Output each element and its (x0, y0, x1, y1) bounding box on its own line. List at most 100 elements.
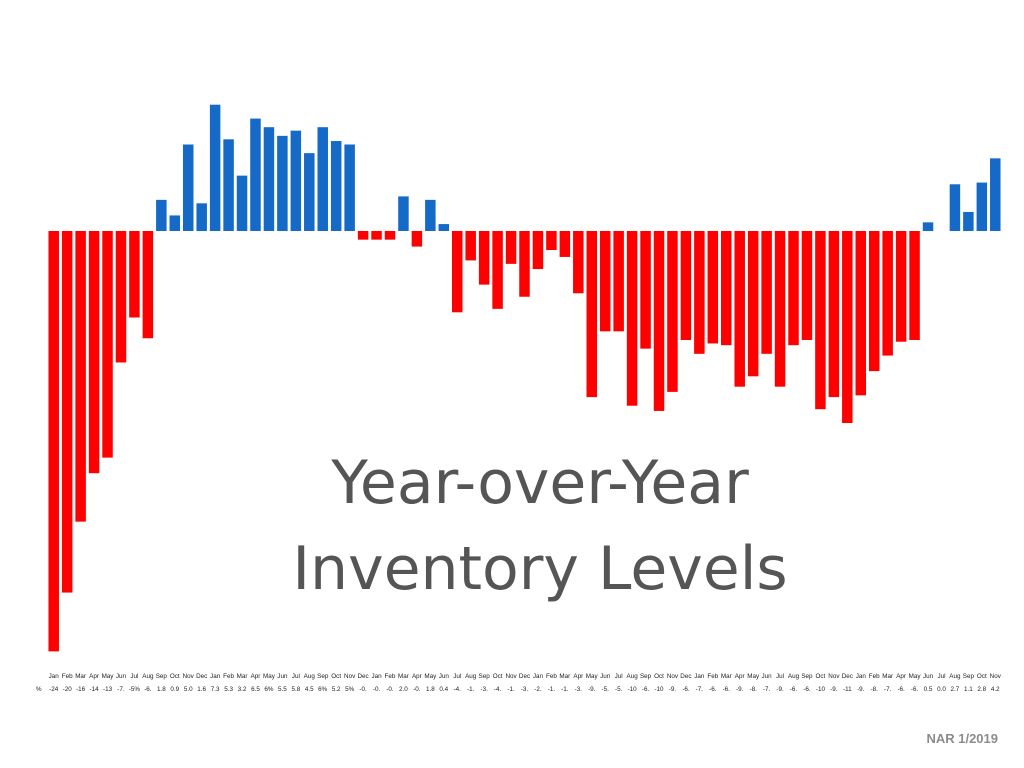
month-tick-44: Sep (640, 673, 652, 680)
value-label-28: 1.8 (426, 686, 435, 693)
bar-51 (734, 231, 745, 387)
bar-1 (61, 231, 73, 593)
month-tick-40: May (586, 673, 599, 680)
bar-24 (371, 231, 382, 240)
bar-45 (653, 231, 665, 411)
month-tick-10: Nov (183, 673, 195, 680)
value-label-44: -6. (642, 686, 650, 693)
bar-37 (546, 231, 557, 251)
month-tick-58: Nov (828, 673, 840, 680)
month-tick-4: May (102, 673, 115, 680)
month-tick-52: May (747, 673, 760, 680)
month-tick-36: Jan (533, 673, 544, 680)
bar-49 (707, 231, 719, 344)
value-label-8: 1.8 (157, 686, 166, 693)
month-tick-13: Feb (223, 673, 234, 680)
month-tick-6: Jul (130, 673, 138, 680)
value-label-57: -10 (816, 686, 826, 693)
value-label-39: -3. (575, 686, 583, 693)
value-label-14: 3.2 (238, 686, 247, 693)
bar-26 (398, 196, 409, 231)
percent-row-label: % (36, 686, 42, 693)
value-label-16: 6% (264, 686, 274, 693)
month-tick-2: Mar (75, 673, 86, 680)
month-tick-53: Jun (762, 673, 773, 680)
month-tick-37: Feb (546, 673, 557, 680)
month-tick-70: Nov (990, 673, 1002, 680)
bar-60 (855, 231, 867, 396)
value-label-35: -3. (521, 686, 529, 693)
value-label-31: -1. (467, 686, 475, 693)
value-label-33: -4. (494, 686, 502, 693)
month-tick-20: Sep (317, 673, 329, 680)
value-label-22: 5% (345, 686, 355, 693)
title-line-1: Year-over-Year (331, 448, 749, 518)
value-label-69: 2.8 (977, 686, 986, 693)
value-label-55: -6. (790, 686, 798, 693)
title-line-2: Inventory Levels (292, 534, 788, 604)
value-label-19: 4.5 (305, 686, 314, 693)
month-tick-39: Apr (573, 673, 583, 680)
bar-13 (223, 139, 234, 231)
bar-52 (747, 231, 759, 377)
bar-14 (236, 175, 248, 231)
bar-5 (115, 231, 127, 363)
bar-62 (882, 231, 893, 356)
bar-44 (640, 231, 651, 349)
value-label-38: -1. (561, 686, 569, 693)
value-label-24: -0. (373, 686, 381, 693)
month-tick-50: Mar (721, 673, 732, 680)
month-tick-66: Jul (937, 673, 945, 680)
bar-17 (277, 135, 288, 231)
month-tick-56: Sep (801, 673, 813, 680)
month-tick-64: May (909, 673, 922, 680)
month-tick-51: Apr (735, 673, 745, 680)
month-tick-22: Nov (344, 673, 356, 680)
month-tick-48: Jan (694, 673, 705, 680)
value-label-17: 5.5 (278, 686, 287, 693)
month-tick-41: Jun (600, 673, 611, 680)
month-tick-32: Sep (479, 673, 491, 680)
month-tick-46: Nov (667, 673, 679, 680)
value-label-43: -10 (628, 686, 638, 693)
month-tick-35: Dec (519, 673, 530, 680)
month-tick-55: Aug (788, 673, 800, 680)
bar-27 (411, 231, 423, 247)
bar-4 (102, 231, 113, 458)
month-tick-38: Mar (559, 673, 570, 680)
bar-10 (182, 144, 194, 231)
month-tick-67: Aug (949, 673, 961, 680)
value-label-30: -4. (454, 686, 462, 693)
month-tick-16: May (263, 673, 276, 680)
bar-54 (774, 231, 786, 387)
month-tick-18: Jul (292, 673, 300, 680)
month-tick-60: Jan (856, 673, 867, 680)
value-label-5: -7. (117, 686, 125, 693)
month-tick-8: Sep (156, 673, 168, 680)
month-tick-21: Oct (331, 673, 341, 680)
month-tick-57: Oct (816, 673, 826, 680)
bar-22 (344, 144, 355, 231)
month-tick-42: Jul (615, 673, 623, 680)
bar-8 (156, 199, 167, 231)
month-tick-row: Jan Feb Mar Apr May Jun Jul Aug Sep Oct Nov Dec Jan F… (49, 673, 1002, 680)
value-label-23: -0. (359, 686, 367, 693)
month-tick-24: Jan (371, 673, 382, 680)
month-tick-49: Feb (707, 673, 718, 680)
month-tick-27: Apr (412, 673, 422, 680)
value-label-0: -24 (49, 686, 59, 693)
value-label-52: -8. (749, 686, 757, 693)
month-tick-17: Jun (277, 673, 288, 680)
bar-3 (88, 231, 100, 474)
bar-46 (667, 231, 678, 392)
value-label-15: 6.5 (251, 686, 260, 693)
bar-group (48, 104, 1001, 652)
value-label-54: -9. (776, 686, 784, 693)
value-label-13: 5.3 (224, 686, 233, 693)
month-tick-43: Aug (627, 673, 639, 680)
bar-34 (505, 231, 517, 264)
chart-title: Year-over-Year Inventory Levels (250, 440, 830, 612)
month-tick-62: Mar (882, 673, 893, 680)
bar-18 (290, 130, 302, 231)
bar-41 (599, 231, 611, 332)
